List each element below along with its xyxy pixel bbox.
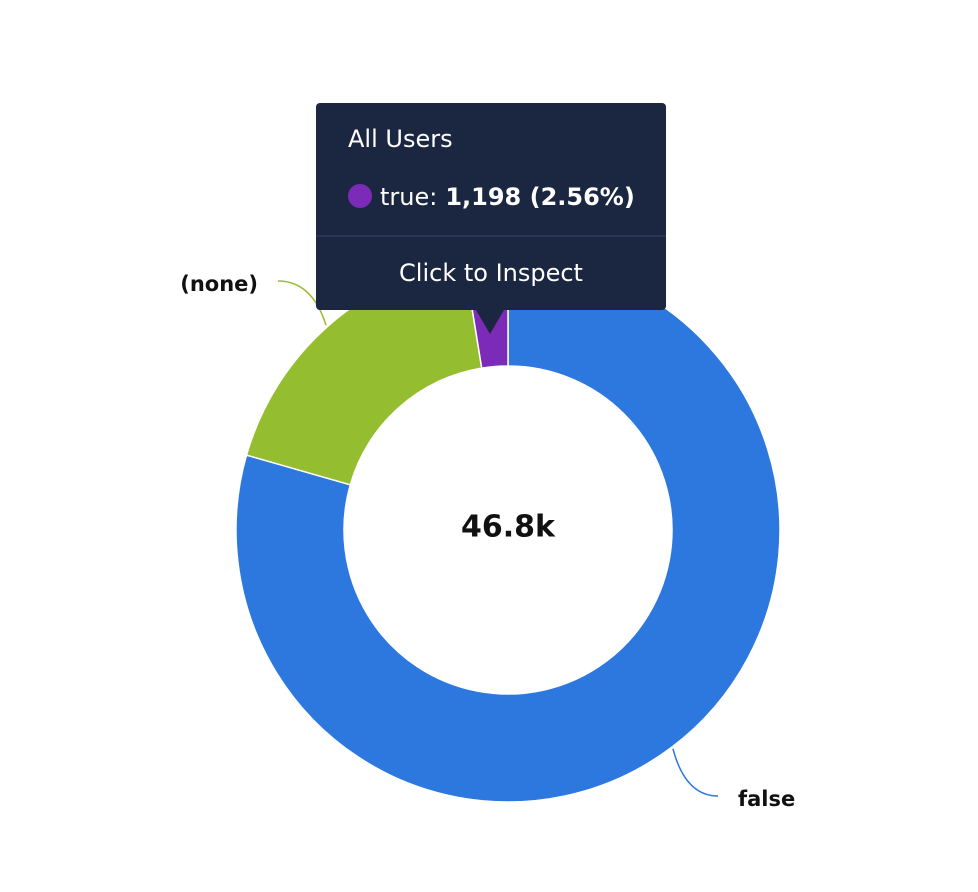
tooltip-line: true: 1,198 (2.56%) — [380, 183, 635, 211]
donut-segment — [235, 257, 781, 803]
slice-label: (none) — [180, 272, 258, 296]
tooltip-value: 1,198 (2.56%) — [445, 183, 634, 211]
tooltip-pointer — [476, 310, 504, 334]
leader-line — [672, 748, 719, 797]
tooltip-title: All Users — [348, 125, 453, 153]
tooltip-action[interactable]: Click to Inspect — [399, 259, 583, 287]
leader-line — [277, 280, 327, 326]
tooltip-box — [316, 103, 666, 310]
tooltip-label: true: — [380, 183, 437, 211]
center-label: 46.8k — [461, 510, 556, 545]
tooltip-swatch — [348, 184, 372, 208]
tooltip[interactable]: All Users true: 1,198 (2.56%) Click to In… — [316, 103, 666, 334]
slice-label: false — [738, 787, 795, 811]
